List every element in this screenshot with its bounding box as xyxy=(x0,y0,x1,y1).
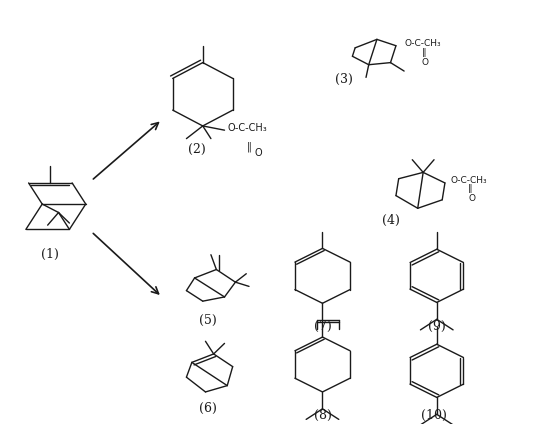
Text: O-C-CH₃: O-C-CH₃ xyxy=(404,39,441,48)
Text: ‖
O: ‖ O xyxy=(422,48,428,67)
Text: O: O xyxy=(254,148,262,159)
Text: O-C-CH₃: O-C-CH₃ xyxy=(227,123,267,133)
Text: (3): (3) xyxy=(335,73,353,86)
Text: (1): (1) xyxy=(42,248,59,261)
Text: ‖
O: ‖ O xyxy=(468,184,475,203)
Text: (9): (9) xyxy=(428,320,446,333)
Text: (8): (8) xyxy=(313,409,331,422)
Text: (4): (4) xyxy=(382,215,399,227)
Text: (10): (10) xyxy=(421,409,447,422)
Text: (5): (5) xyxy=(199,314,217,327)
Text: (2): (2) xyxy=(188,143,206,156)
Text: (6): (6) xyxy=(199,402,217,415)
Text: ‖: ‖ xyxy=(247,142,252,152)
Text: (7): (7) xyxy=(313,320,331,333)
Text: O-C-CH₃: O-C-CH₃ xyxy=(450,176,487,185)
